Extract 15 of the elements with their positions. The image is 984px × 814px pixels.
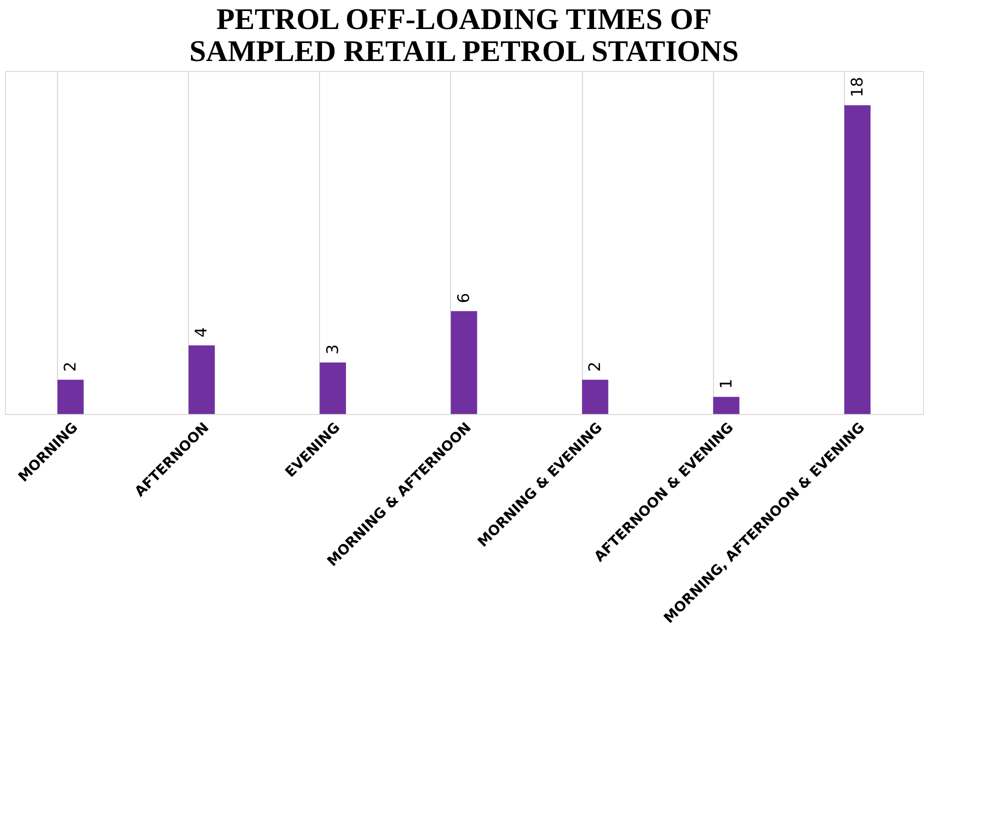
data-label: 1 — [716, 378, 736, 389]
data-label: 4 — [192, 327, 211, 338]
bar — [844, 105, 871, 414]
bar — [450, 311, 478, 414]
bar — [57, 380, 84, 414]
chart-title: PETROL OFF-LOADING TIMES OF SAMPLED RETAIL PETROL STATIONS — [189, 3, 739, 68]
data-label: 2 — [585, 362, 604, 372]
bar — [188, 345, 215, 414]
data-label: 2 — [60, 362, 80, 372]
data-label: 18 — [847, 76, 866, 98]
bar — [582, 380, 608, 414]
data-label: 6 — [454, 292, 473, 304]
bar — [320, 362, 346, 414]
data-label: 3 — [322, 344, 342, 355]
bar — [713, 396, 740, 414]
